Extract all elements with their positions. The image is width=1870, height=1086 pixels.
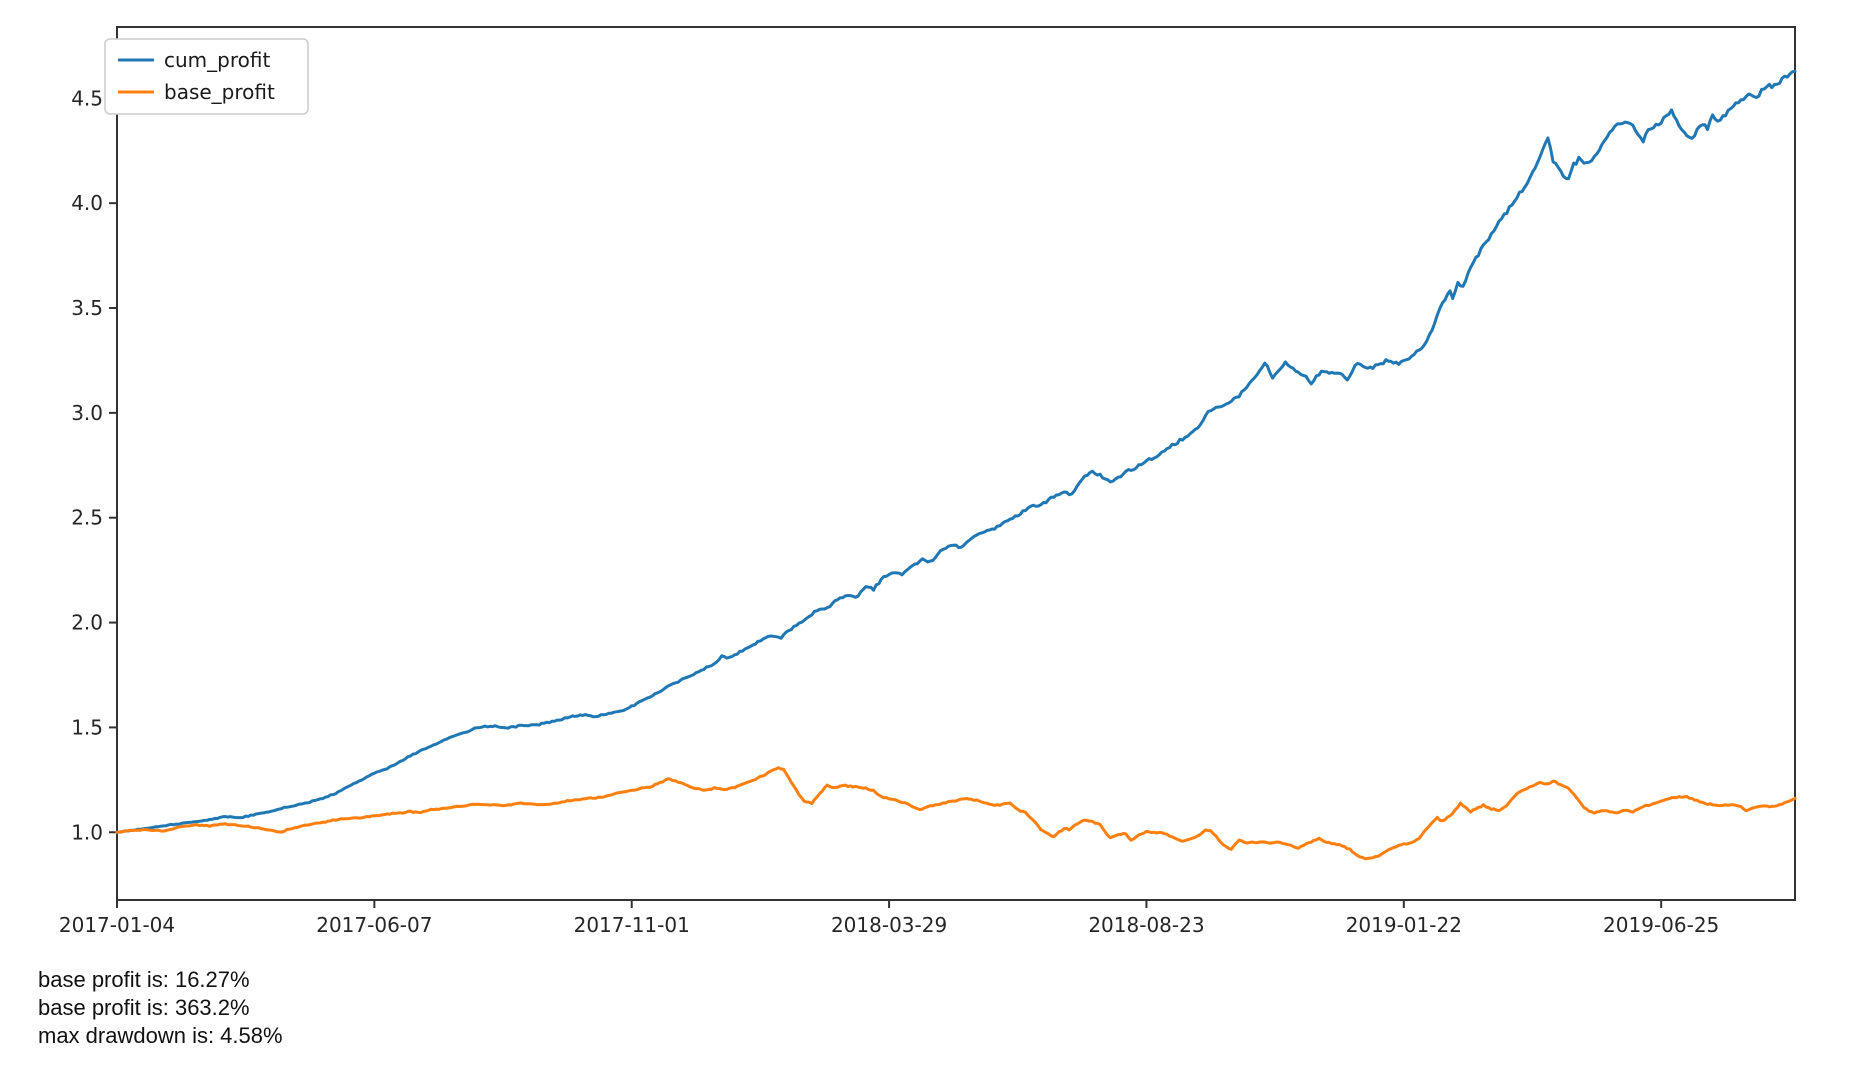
x-tick-label: 2019-06-25	[1603, 913, 1719, 937]
legend-box	[104, 38, 309, 115]
y-tick-label: 4.5	[71, 86, 103, 110]
x-tick-label: 2017-01-04	[59, 913, 175, 937]
y-tick-label: 2.5	[71, 506, 103, 530]
x-tick-label: 2019-01-22	[1346, 913, 1462, 937]
profit-chart: 1.0 1.5 2.0 2.5 3.0 3.5 4.0 4.5 2017-01-04 2017-0…	[59, 26, 1797, 937]
x-tick-label: 2017-11-01	[574, 913, 690, 937]
x-tick-label: 2018-08-23	[1088, 913, 1204, 937]
y-tick-label: 2.0	[71, 611, 103, 635]
stat-max-drawdown: max drawdown is: 4.58%	[38, 1023, 283, 1048]
series-line-base_profit	[115, 766, 1797, 861]
x-tick-label: 2018-03-29	[831, 913, 947, 937]
legend-label-base_profit: base_profit	[164, 80, 275, 104]
axes-frame	[116, 26, 1796, 901]
y-tick-label: 1.5	[71, 715, 103, 739]
stat-base-profit-pct: base profit is: 16.27%	[38, 967, 250, 992]
x-tick-label: 2017-06-07	[316, 913, 432, 937]
y-tick-label: 3.0	[71, 401, 103, 425]
series-line-cum_profit	[115, 69, 1797, 834]
legend-label-cum_profit: cum_profit	[164, 48, 270, 72]
stat-cum-profit-pct: base profit is: 363.2%	[38, 995, 250, 1020]
y-tick-label: 1.0	[71, 820, 103, 844]
y-tick-label: 4.0	[71, 191, 103, 215]
y-tick-label: 3.5	[71, 296, 103, 320]
